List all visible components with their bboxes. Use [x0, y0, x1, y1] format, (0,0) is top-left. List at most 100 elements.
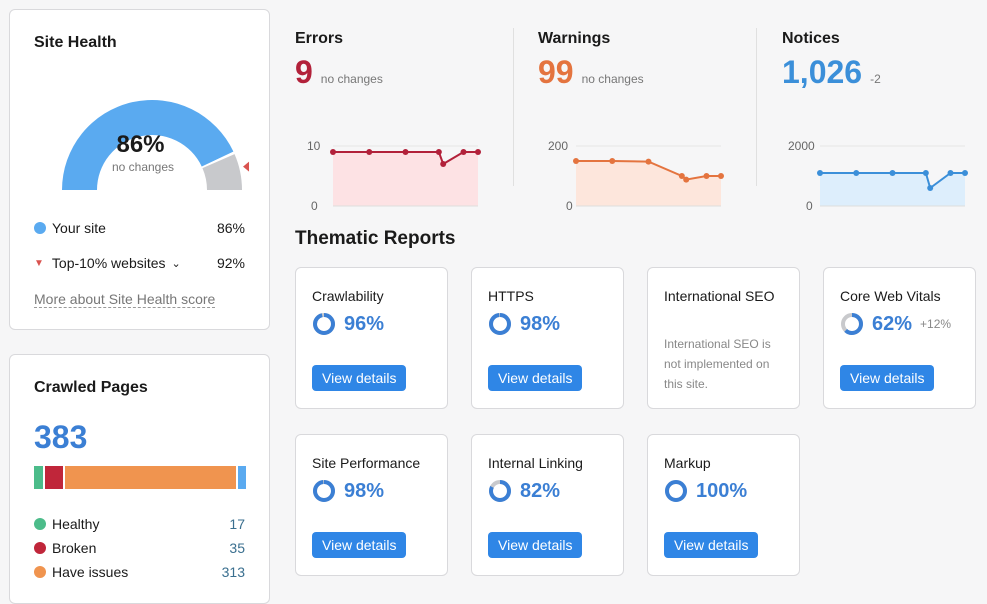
report-title: Crawlability: [312, 288, 384, 304]
red-dot-icon: [34, 542, 46, 554]
crawled-bar-segment[interactable]: [34, 466, 44, 489]
report-title: Site Performance: [312, 455, 421, 471]
metric-title: Notices: [782, 30, 840, 47]
report-title: International SEO: [664, 288, 775, 304]
progress-ring-icon: [665, 480, 687, 502]
progress-ring-icon: [841, 313, 863, 335]
view-details-button[interactable]: View details: [840, 365, 935, 391]
report-title: HTTPS: [488, 288, 534, 304]
crawled-bar-segment[interactable]: [43, 466, 63, 489]
report-title: Core Web Vitals: [840, 288, 941, 304]
report-card-https: HTTPS 98% View details: [471, 267, 624, 409]
report-score: 100%: [664, 479, 747, 503]
report-percent: 100%: [696, 479, 748, 502]
legend-value: 313: [221, 564, 245, 580]
legend-value: 35: [229, 540, 245, 556]
metric-value[interactable]: 99: [538, 54, 574, 90]
site-health-link[interactable]: More about Site Health score: [34, 291, 216, 308]
sparkline-point[interactable]: [678, 173, 685, 179]
sparkline-point[interactable]: [330, 149, 336, 155]
metric-title: Warnings: [538, 30, 611, 47]
legend-label: Have issues: [52, 564, 129, 580]
crawled-bar-segment[interactable]: [62, 466, 237, 489]
sparkline-area: [333, 152, 478, 206]
metric-change: no changes: [320, 72, 383, 86]
metric-value[interactable]: 9: [295, 54, 313, 90]
sparkline-point[interactable]: [460, 149, 467, 155]
orange-dot-icon: [34, 566, 46, 578]
legend-value: 86%: [216, 220, 245, 236]
top10-marker-icon: [243, 161, 250, 172]
sparkline-point[interactable]: [703, 173, 710, 179]
report-card-internal-linking: Internal Linking 82% View details: [471, 434, 624, 576]
legend-have-issues[interactable]: Have issues 313: [34, 564, 245, 580]
report-score: 98%: [312, 479, 384, 503]
report-delta: +12%: [920, 317, 952, 331]
sparkline-point[interactable]: [927, 185, 934, 191]
site-health-gauge: [62, 99, 250, 190]
view-details-button[interactable]: View details: [312, 532, 407, 558]
sparkline-point[interactable]: [922, 170, 929, 176]
gauge-your-site-arc: [62, 99, 234, 190]
y-axis-max-label: 10: [307, 139, 321, 153]
crawled-total[interactable]: 383: [34, 419, 88, 455]
legend-label: Broken: [52, 540, 97, 556]
sparkline-point[interactable]: [947, 170, 954, 176]
legend-value: 17: [229, 516, 245, 532]
view-details-button[interactable]: View details: [488, 532, 583, 558]
sparkline-point[interactable]: [853, 170, 860, 176]
report-score: 82%: [488, 479, 560, 503]
errors-metric: Errors 9 no changes 10 0: [295, 30, 495, 213]
progress-ring-icon: [489, 480, 511, 502]
metric-value[interactable]: 1,026: [782, 54, 863, 90]
sparkline-point[interactable]: [817, 170, 823, 176]
crawled-bar: [34, 466, 246, 489]
report-description: International SEO is not implemented on …: [664, 337, 771, 391]
sparkline-point[interactable]: [683, 176, 690, 183]
blue-dot-icon: [34, 222, 46, 234]
sparkline-area: [576, 161, 721, 206]
view-details-button[interactable]: View details: [664, 532, 759, 558]
metric-title: Errors: [295, 30, 344, 47]
errors-sparkline: 10 0: [307, 139, 481, 213]
legend-top10[interactable]: ▼ Top-10% websites ⌄ 92%: [34, 255, 245, 271]
sparkline-point[interactable]: [440, 161, 447, 167]
crawled-pages-title: Crawled Pages: [34, 379, 148, 396]
sparkline-point[interactable]: [962, 170, 968, 176]
metric-change: no changes: [581, 72, 644, 86]
sparkline-point[interactable]: [889, 170, 896, 176]
report-score: 98%: [488, 312, 560, 336]
notices-metric: Notices 1,026 -2 2000 0: [782, 30, 982, 213]
legend-your-site: Your site 86%: [34, 220, 245, 236]
crawled-bar-segment[interactable]: [236, 466, 246, 489]
sparkline-point[interactable]: [645, 158, 652, 165]
sparkline-point[interactable]: [475, 149, 481, 155]
warnings-sparkline: 2000: [548, 139, 724, 213]
report-card-site-performance: Site Performance 98% View details: [295, 434, 448, 576]
legend-label: Top-10% websites: [51, 255, 166, 271]
legend-healthy[interactable]: Healthy 17: [34, 516, 245, 532]
report-card-international-seo: International SEO International SEO is no…: [647, 267, 800, 409]
chevron-down-icon[interactable]: ⌄: [171, 257, 181, 270]
site-health-score: 86%: [116, 131, 165, 158]
report-card-core-web-vitals: Core Web Vitals 62% +12% View details: [823, 267, 976, 409]
sparkline-point[interactable]: [573, 158, 579, 164]
site-health-title: Site Health: [34, 34, 117, 51]
y-axis-max-label: 200: [548, 139, 568, 153]
green-dot-icon: [34, 518, 46, 530]
sparkline-point[interactable]: [718, 173, 724, 179]
view-details-button[interactable]: View details: [312, 365, 407, 391]
progress-ring-icon: [313, 313, 335, 335]
sparkline-point[interactable]: [402, 149, 409, 155]
sparkline-point[interactable]: [366, 149, 373, 155]
sparkline-point[interactable]: [609, 158, 616, 164]
report-percent: 98%: [520, 312, 561, 335]
gauge-remainder-arc: [202, 154, 242, 190]
legend-label: Your site: [52, 220, 106, 236]
legend-broken[interactable]: Broken 35: [34, 540, 245, 556]
report-card-crawlability: Crawlability 96% View details: [295, 267, 448, 409]
notices-sparkline: 2000 0: [788, 139, 968, 213]
sparkline-point[interactable]: [435, 149, 442, 155]
report-card-markup: Markup 100% View details: [647, 434, 800, 576]
view-details-button[interactable]: View details: [488, 365, 583, 391]
